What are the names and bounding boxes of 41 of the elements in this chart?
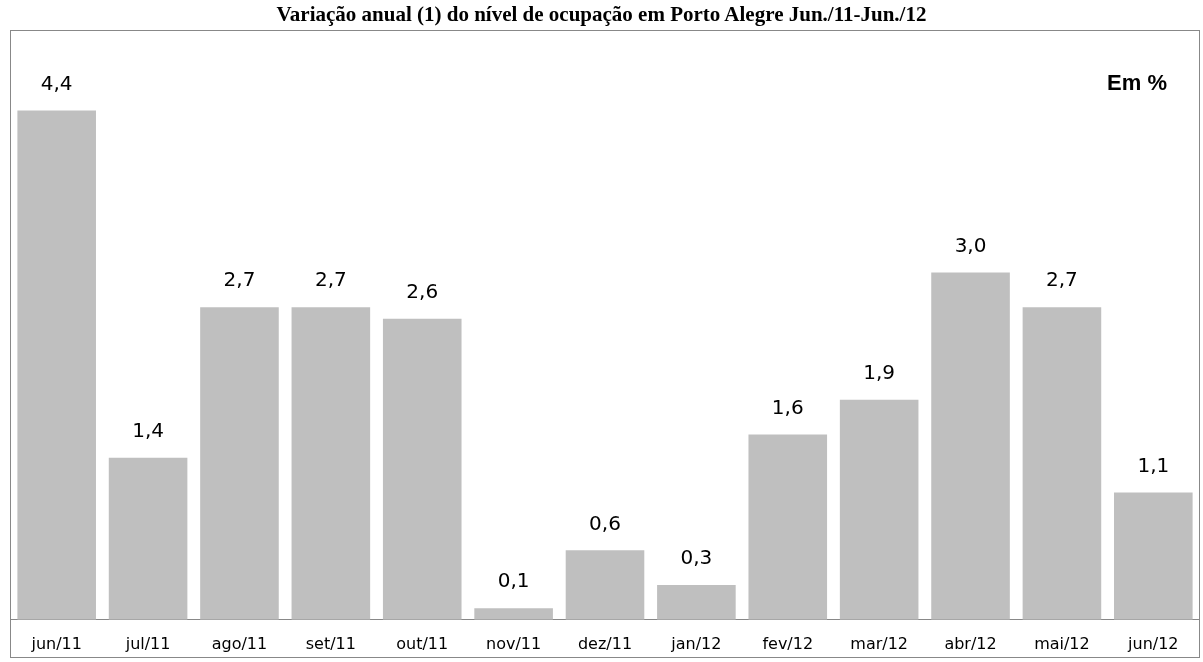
bar [291, 307, 371, 620]
x-tick-label: set/11 [305, 633, 356, 653]
x-tick-label: jun/11 [30, 633, 82, 653]
x-tick-label: mai/12 [1034, 633, 1090, 653]
data-label: 2,6 [406, 279, 439, 304]
data-label: 1,4 [132, 417, 164, 442]
bar [1114, 492, 1193, 620]
x-tick-label: fev/12 [762, 633, 814, 653]
bar [657, 585, 736, 620]
data-label: 4,4 [40, 70, 73, 95]
bar [17, 110, 96, 620]
data-label: 1,1 [1137, 452, 1170, 477]
bar [474, 608, 553, 620]
x-tick-label: jul/11 [124, 633, 171, 653]
data-label: 0,6 [589, 510, 621, 535]
data-label: 0,3 [680, 545, 713, 570]
bar [200, 307, 279, 620]
x-tick-label: nov/11 [486, 633, 542, 653]
data-label: 1,6 [771, 394, 804, 419]
data-label: 0,1 [497, 568, 530, 593]
bar [565, 550, 645, 620]
x-tick-label: abr/12 [944, 633, 997, 653]
x-tick-label: out/11 [396, 633, 449, 653]
data-label: 2,7 [314, 267, 347, 292]
x-tick-label: dez/11 [577, 633, 633, 653]
data-label: 2,7 [1046, 267, 1078, 292]
bar [748, 434, 828, 620]
bar [108, 457, 188, 620]
x-tick-label: ago/11 [211, 633, 268, 653]
bar [931, 272, 1010, 620]
bar [382, 318, 462, 620]
x-tick-label: jun/12 [1127, 633, 1179, 653]
chart-title: Variação anual (1) do nível de ocupação em Porto Alegre Jun./11-Jun./12 [275, 2, 928, 27]
bar [1022, 307, 1102, 620]
x-tick-label: jan/12 [670, 633, 722, 653]
x-tick-label: mar/12 [850, 633, 909, 653]
text: Em % [1107, 70, 1167, 96]
data-label: 3,0 [954, 232, 987, 257]
data-label: 1,9 [863, 360, 896, 385]
data-label: 2,7 [223, 267, 256, 292]
bar [839, 399, 919, 620]
